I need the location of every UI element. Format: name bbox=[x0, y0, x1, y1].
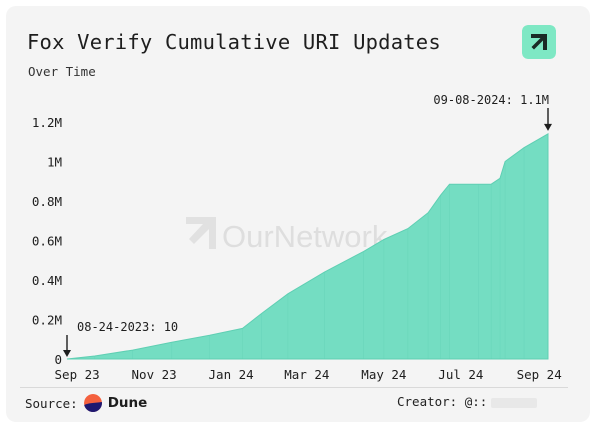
x-tick-label: Nov 23 bbox=[132, 367, 177, 382]
y-tick-label: 0.2M bbox=[32, 313, 62, 328]
dune-logo-icon bbox=[83, 394, 102, 412]
annotation: 08-24-2023: 10 bbox=[63, 320, 178, 357]
watermark-logo-icon bbox=[186, 217, 216, 249]
x-tick-label: Sep 24 bbox=[517, 367, 562, 382]
x-tick-label: May 24 bbox=[361, 367, 406, 382]
y-tick-label: 1.2M bbox=[32, 115, 62, 130]
source-label: Source: bbox=[25, 395, 78, 411]
y-tick-label: 1M bbox=[47, 155, 62, 170]
y-tick-label: 0.4M bbox=[32, 273, 62, 288]
watermark-text: OurNetwork bbox=[222, 219, 388, 254]
annotation-label: 09-08-2024: 1.1M bbox=[433, 93, 549, 107]
y-tick-label: 0.6M bbox=[32, 234, 62, 249]
y-tick-label: 0.8M bbox=[32, 194, 62, 209]
x-tick-label: Jan 24 bbox=[209, 367, 254, 382]
x-tick-label: Mar 24 bbox=[284, 367, 329, 382]
chart-title: Fox Verify Cumulative URI Updates bbox=[27, 30, 441, 54]
footer-source: Source: Dune bbox=[25, 394, 147, 412]
y-tick-label: 0 bbox=[54, 352, 62, 367]
footer-creator: Creator: @:: bbox=[397, 394, 538, 409]
source-name: Dune bbox=[107, 395, 148, 411]
x-tick-label: Sep 23 bbox=[55, 367, 100, 382]
annotation: 09-08-2024: 1.1M bbox=[433, 93, 552, 131]
annotation-label: 08-24-2023: 10 bbox=[77, 320, 178, 334]
x-axis: Sep 23 Nov 23 Jan 24 Mar 24 May 24 Jul 24 Sep … bbox=[55, 367, 562, 382]
arrow-down-icon bbox=[63, 350, 71, 357]
series-layer bbox=[66, 133, 549, 360]
ournetwork-logo-icon bbox=[522, 25, 556, 59]
y-axis: 0 0.2M 0.4M 0.6M 0.8M 1M 1.2M bbox=[32, 115, 62, 367]
arrow-down-icon bbox=[544, 123, 552, 131]
creator-label: Creator: @:: bbox=[397, 394, 488, 409]
chart-subtitle: Over Time bbox=[28, 64, 96, 79]
redacted-handle bbox=[491, 397, 538, 408]
x-tick-label: Jul 24 bbox=[438, 367, 483, 382]
annotation-layer: 08-24-2023: 10 09-08-2024: 1.1M bbox=[63, 93, 552, 357]
watermark: OurNetwork bbox=[186, 217, 388, 254]
footer-divider bbox=[20, 387, 568, 388]
